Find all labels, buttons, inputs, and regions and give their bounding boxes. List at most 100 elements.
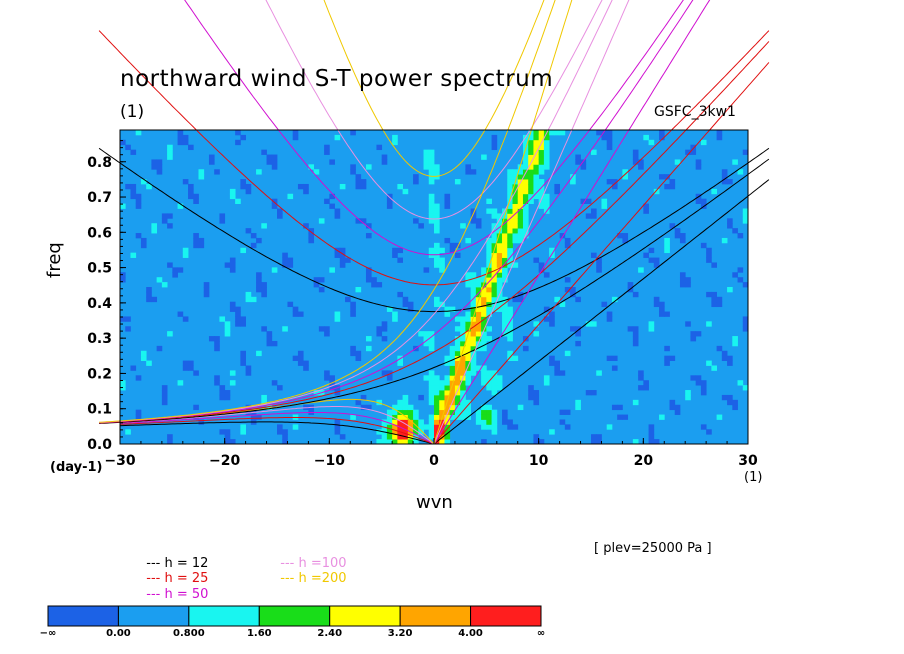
field-cell	[219, 385, 226, 391]
field-cell	[486, 277, 492, 283]
field-cell	[700, 390, 707, 396]
field-cell	[533, 179, 540, 185]
field-cell	[402, 404, 409, 411]
colorbar-level-label: 4.00	[458, 628, 483, 639]
field-cell	[397, 360, 403, 366]
field-cell	[193, 237, 199, 244]
field-cell	[235, 130, 241, 136]
field-cell	[475, 419, 482, 425]
field-cell	[512, 174, 519, 180]
field-cell	[522, 149, 529, 155]
field-cell	[256, 169, 262, 175]
field-cell	[120, 277, 126, 283]
field-cell	[428, 179, 435, 185]
field-cell	[449, 247, 456, 254]
field-cell	[502, 326, 508, 332]
field-cell	[444, 306, 451, 312]
field-cell	[742, 321, 748, 327]
field-cell	[125, 326, 131, 332]
field-cell	[256, 350, 262, 357]
field-cell	[156, 277, 163, 283]
field-cell	[434, 375, 440, 381]
field-cell	[381, 159, 388, 165]
field-cell	[502, 242, 508, 249]
field-cell	[685, 321, 691, 327]
field-cell	[522, 198, 529, 204]
field-cell	[475, 223, 482, 229]
field-cell	[161, 390, 168, 396]
field-cell	[240, 316, 246, 322]
field-cell	[271, 380, 278, 386]
field-cell	[533, 394, 540, 401]
field-cell	[481, 326, 487, 332]
field-cell	[292, 355, 299, 361]
field-cell	[549, 130, 555, 136]
colorbar-level-label: 2.40	[317, 628, 343, 639]
field-cell	[591, 252, 597, 258]
field-cell	[177, 267, 184, 273]
units-label: (1)	[120, 102, 145, 122]
field-cell	[140, 350, 147, 357]
field-cell	[507, 203, 513, 209]
field-cell	[140, 179, 147, 185]
field-cell	[240, 355, 246, 361]
field-cell	[376, 282, 383, 288]
field-cell	[512, 218, 519, 224]
field-cell	[496, 306, 503, 312]
field-cell	[428, 414, 435, 420]
field-cell	[486, 375, 492, 381]
field-cell	[554, 370, 560, 376]
field-cell	[245, 370, 252, 376]
legend-swatch: ---	[146, 556, 165, 571]
field-cell	[711, 291, 717, 298]
field-cell	[444, 355, 451, 361]
field-cell	[313, 390, 320, 396]
field-cell	[334, 311, 341, 317]
field-cell	[449, 360, 456, 366]
field-cell	[465, 365, 472, 371]
field-cell	[465, 360, 472, 366]
field-cell	[381, 439, 388, 444]
field-cell	[397, 439, 403, 444]
field-cell	[481, 340, 487, 347]
field-cell	[507, 213, 513, 219]
field-cell	[554, 360, 560, 366]
field-cell	[543, 306, 550, 312]
field-cell	[580, 164, 587, 170]
field-cell	[632, 399, 639, 406]
field-cell	[486, 257, 492, 263]
field-cell	[167, 439, 173, 444]
field-cell	[423, 159, 430, 165]
field-cell	[465, 345, 472, 352]
field-cell	[507, 188, 513, 195]
field-cell	[434, 419, 440, 425]
field-cell	[502, 311, 508, 317]
dispersion-curve-h100-ig	[265, 0, 603, 220]
field-cell	[465, 340, 472, 347]
field-cell	[564, 237, 571, 244]
field-cell	[538, 134, 545, 141]
field-cell	[172, 272, 178, 278]
field-cell	[465, 326, 472, 332]
field-cell	[522, 228, 529, 234]
field-cell	[329, 267, 335, 273]
field-cell	[449, 385, 456, 391]
field-cell	[271, 198, 278, 204]
field-cell	[638, 375, 644, 381]
dispersion-curve-h200-mrg	[99, 0, 556, 423]
field-cell	[303, 365, 309, 371]
field-cell	[517, 237, 524, 244]
field-cell	[392, 247, 398, 254]
field-cell	[591, 390, 597, 396]
field-cell	[481, 375, 487, 381]
field-cell	[454, 326, 461, 332]
field-cell	[496, 277, 503, 283]
field-cell	[413, 419, 419, 425]
field-cell	[549, 316, 555, 322]
field-cell	[575, 340, 581, 347]
field-cell	[460, 385, 466, 391]
field-cell	[685, 390, 691, 396]
colorbar-level-label: 0.800	[173, 628, 205, 639]
field-cell	[182, 139, 189, 146]
field-cell	[711, 262, 717, 268]
